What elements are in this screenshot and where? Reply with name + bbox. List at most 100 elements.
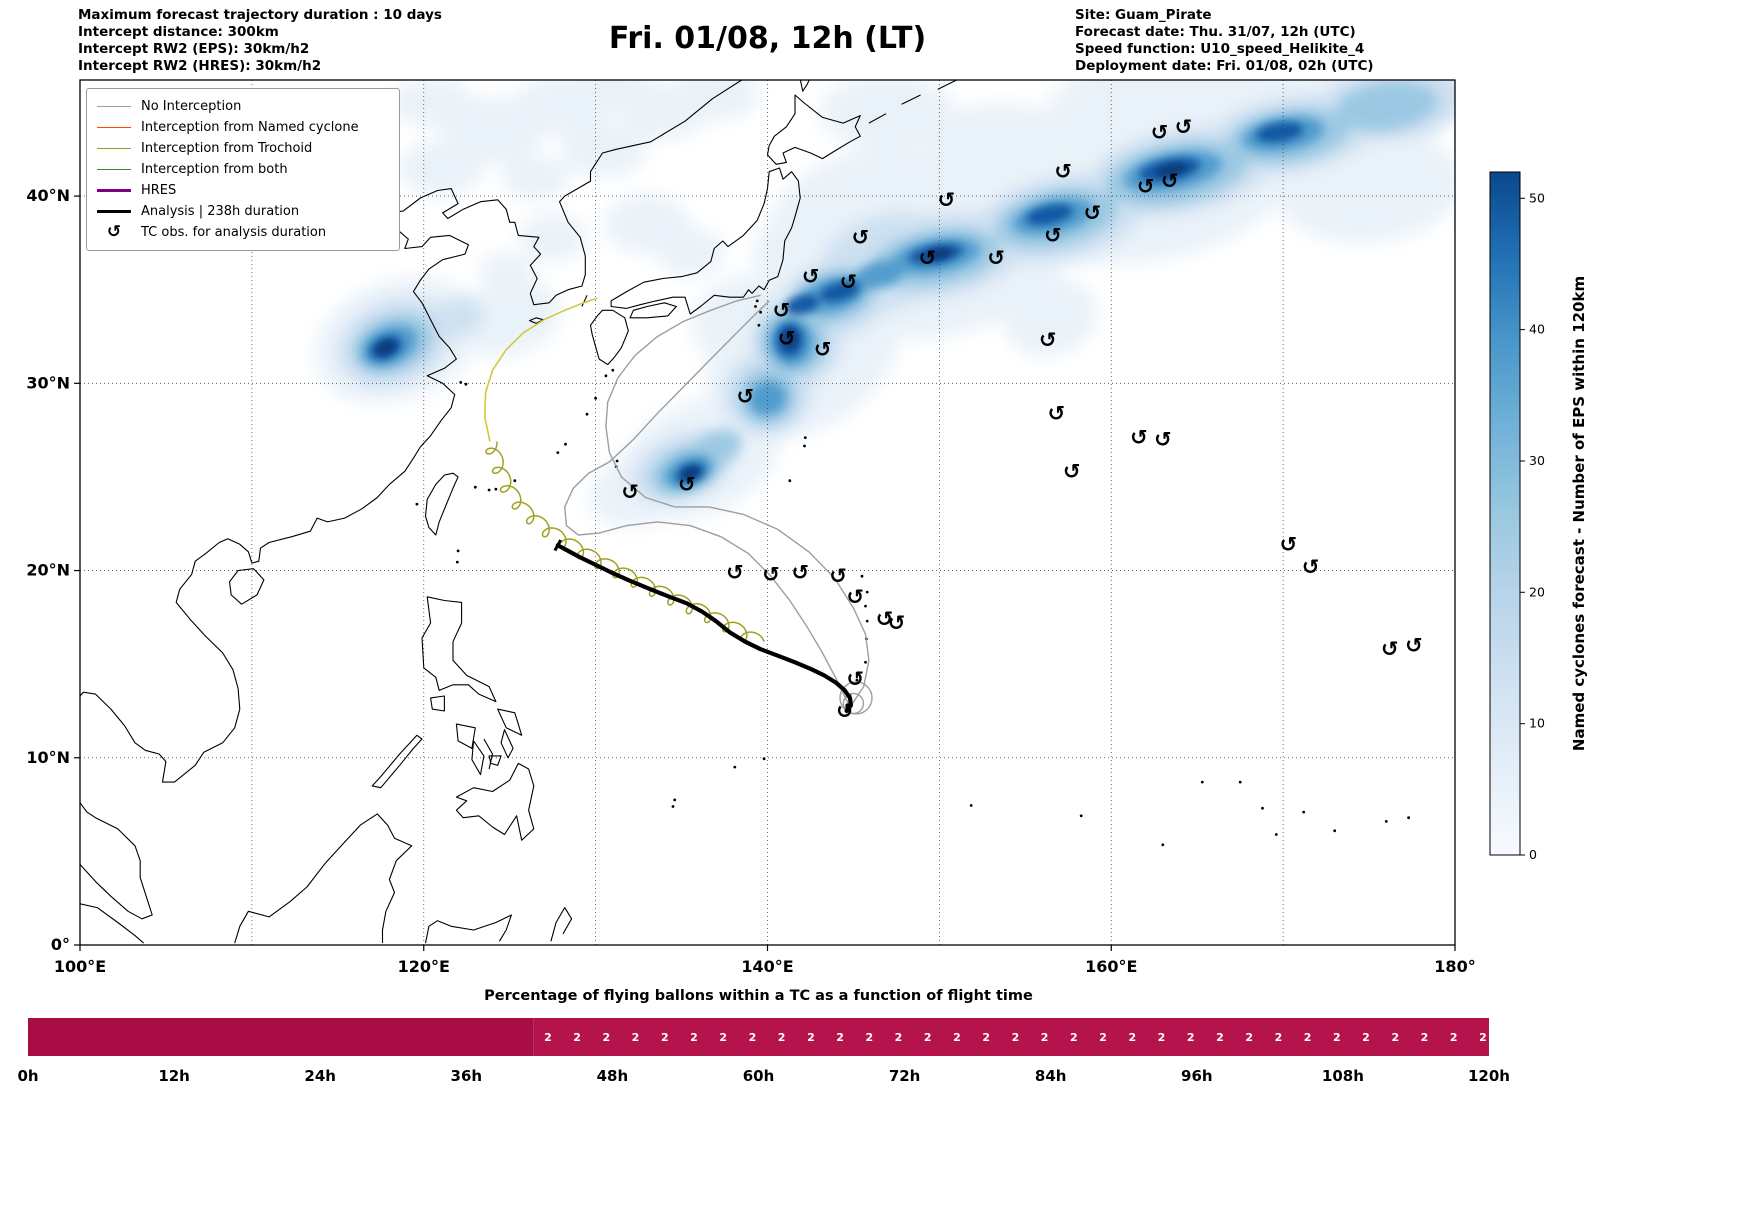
coastline-island <box>497 708 523 736</box>
tc-obs-symbol: ↺ <box>1151 120 1169 144</box>
tc-obs-symbol: ↺ <box>846 667 864 691</box>
x-tick-label: 100°E <box>54 957 106 976</box>
param-intercept-distance: Intercept distance: 300km <box>78 24 279 40</box>
density-blob <box>672 80 759 122</box>
balloon-bar-value: 2 <box>1275 1031 1283 1044</box>
tc-obs-symbol: ↺ <box>814 338 832 362</box>
island-dot <box>594 396 597 400</box>
island-dot <box>464 382 468 386</box>
legend-label: TC obs. for analysis duration <box>141 225 327 240</box>
tc-obs-symbol: ↺ <box>1279 532 1297 556</box>
coastline-island <box>424 472 459 536</box>
tc-obs-symbol: ↺ <box>736 384 754 408</box>
colorbar-tick-label: 50 <box>1529 190 1545 205</box>
island-dot <box>788 479 792 483</box>
coastline-island <box>629 302 677 319</box>
colorbar-label: Named cyclones forecast - Number of EPS … <box>1570 276 1588 751</box>
legend-line <box>97 148 131 149</box>
legend-label: Analysis | 238h duration <box>141 204 300 219</box>
legend-line <box>97 189 131 192</box>
colorbar-tick-label: 30 <box>1529 453 1545 468</box>
island-dot <box>487 488 491 492</box>
info-deployment-date: Deployment date: Fri. 01/08, 02h (UTC) <box>1075 58 1374 74</box>
coastline <box>483 738 494 770</box>
coastline-island <box>228 568 265 605</box>
island-dot <box>864 604 867 608</box>
coastline-island <box>430 695 445 712</box>
coastline <box>80 802 153 920</box>
island-dot <box>1407 816 1410 820</box>
time-axis-label: 48h <box>597 1067 629 1085</box>
coastline <box>234 813 413 944</box>
bottom-chart-title: Percentage of flying ballons within a TC… <box>484 988 1033 1004</box>
y-tick-label: 30°N <box>26 373 70 392</box>
tc-obs-symbol: ↺ <box>829 564 847 588</box>
tc-obs-symbol: ↺ <box>1175 115 1193 139</box>
tc-obs-icon: ↺ <box>106 222 122 242</box>
tc-obs-symbol: ↺ <box>1302 555 1320 579</box>
density-blob <box>389 80 476 127</box>
island-dot <box>513 479 517 483</box>
tc-obs-symbol: ↺ <box>836 699 854 723</box>
island-dot <box>473 485 477 489</box>
x-tick-label: 120°E <box>398 957 450 976</box>
tc-obs-symbol: ↺ <box>1047 401 1065 425</box>
time-axis-label: 60h <box>743 1067 775 1085</box>
legend-item-1: Interception from Named cyclone <box>97 117 389 138</box>
tc-obs-symbol: ↺ <box>1405 633 1423 657</box>
tc-obs-symbol: ↺ <box>762 562 780 586</box>
legend-line <box>97 169 131 170</box>
density-blob <box>501 154 570 200</box>
balloon-bar-segment <box>533 1018 1489 1056</box>
info-forecast-date: Forecast date: Thu. 31/07, 12h (UTC) <box>1075 24 1356 40</box>
time-axis-label: 12h <box>158 1067 190 1085</box>
island-dot <box>1333 829 1337 833</box>
time-axis-label: 84h <box>1035 1067 1067 1085</box>
tc-obs-symbol: ↺ <box>791 560 809 584</box>
island-dot <box>455 560 459 564</box>
density-blob <box>922 101 1060 179</box>
island-dot <box>556 451 560 454</box>
density-blob <box>819 281 860 303</box>
coastline <box>937 80 957 90</box>
density-blob <box>1335 81 1438 132</box>
no-interception-track <box>605 294 870 708</box>
tc-obs-symbol: ↺ <box>726 560 744 584</box>
tc-obs-symbol: ↺ <box>1381 637 1399 661</box>
coastline-island <box>766 94 861 165</box>
balloon-bar-value: 2 <box>1245 1031 1253 1044</box>
coastline <box>799 80 810 92</box>
balloon-bar-value: 2 <box>982 1031 990 1044</box>
colorbar-tick-label: 40 <box>1529 322 1545 337</box>
colorbar-tick-label: 20 <box>1529 584 1545 599</box>
density-blob <box>458 279 561 357</box>
tc-obs-symbol: ↺ <box>1054 160 1072 184</box>
param-intercept-rw2-eps: Intercept RW2 (EPS): 30km/h2 <box>78 41 310 57</box>
tc-obs-symbol: ↺ <box>802 265 820 289</box>
coastline-island <box>471 740 485 776</box>
island-dot <box>803 444 806 448</box>
tc-obs-symbol: ↺ <box>1039 328 1057 352</box>
page-title: Fri. 01/08, 12h (LT) <box>608 21 927 56</box>
balloon-bar-value: 2 <box>778 1031 786 1044</box>
balloon-bar-value: 2 <box>544 1031 552 1044</box>
tc-obs-symbol: ↺ <box>888 611 906 635</box>
island-dot <box>860 574 864 578</box>
colorbar-tick-label: 10 <box>1529 716 1545 731</box>
tc-obs-symbol: ↺ <box>772 298 790 322</box>
info-site: Site: Guam_Pirate <box>1075 7 1212 23</box>
island-dot <box>585 412 589 416</box>
island-dot <box>615 459 619 463</box>
coastline-island <box>589 309 629 366</box>
balloon-bar-value: 2 <box>1421 1031 1429 1044</box>
island-dot <box>564 442 567 446</box>
coastline-island <box>371 734 423 789</box>
tc-obs-symbol: ↺ <box>839 270 857 294</box>
tc-obs-symbol: ↺ <box>937 188 955 212</box>
run-parameters-block: Maximum forecast trajectory duration : 1… <box>78 7 442 75</box>
time-axis-label: 72h <box>889 1067 921 1085</box>
time-axis-label: 96h <box>1181 1067 1213 1085</box>
tc-obs-symbol: ↺ <box>1083 201 1101 225</box>
coastline-island <box>500 729 514 759</box>
density-blob <box>433 298 484 338</box>
